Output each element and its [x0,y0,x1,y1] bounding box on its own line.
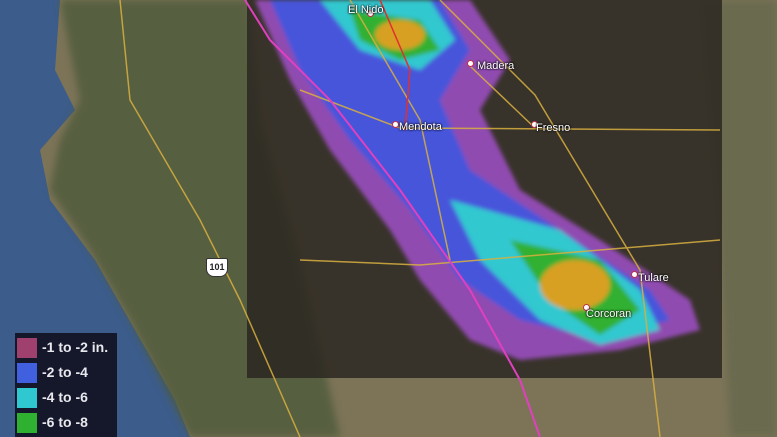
legend-swatch [17,413,37,433]
san-joaquin-river [379,0,411,131]
place-label-fresno: Fresno [536,122,571,134]
legend-swatch [17,338,37,358]
place-label-tulare: Tulare [638,272,669,284]
place-label-mendota: Mendota [399,121,442,133]
legend-swatch [17,388,37,408]
legend-label: -4 to -6 [42,389,88,405]
legend-item: -1 to -2 in. [17,338,117,358]
place-label-madera: Madera [477,60,515,72]
legend-label: -1 to -2 in. [42,339,109,355]
legend-item: -2 to -4 [17,363,117,383]
legend-swatch [17,363,37,383]
highway-101-shield: 101 [206,258,228,277]
place-pin-corcoran [583,304,590,311]
california-aqueduct [244,0,541,437]
place-label-corcoran: Corcoran [586,308,632,320]
legend-item: -4 to -6 [17,388,117,408]
legend-label: -6 to -8 [42,414,88,430]
subsidence-zones [255,0,700,360]
place-pin-el-nido [367,10,374,17]
legend-label: -2 to -4 [42,364,88,380]
place-pin-tulare [631,271,638,278]
ocean [0,0,190,437]
place-pin-mendota [392,121,399,128]
place-label-el-nido: El Nido [348,4,384,16]
legend-item: -6 to -8 [17,413,117,433]
legend: -1 to -2 in. -2 to -4 -4 to -6 -6 to -8 [15,333,117,437]
place-pin-madera [467,60,474,67]
place-pin-fresno [531,121,538,128]
